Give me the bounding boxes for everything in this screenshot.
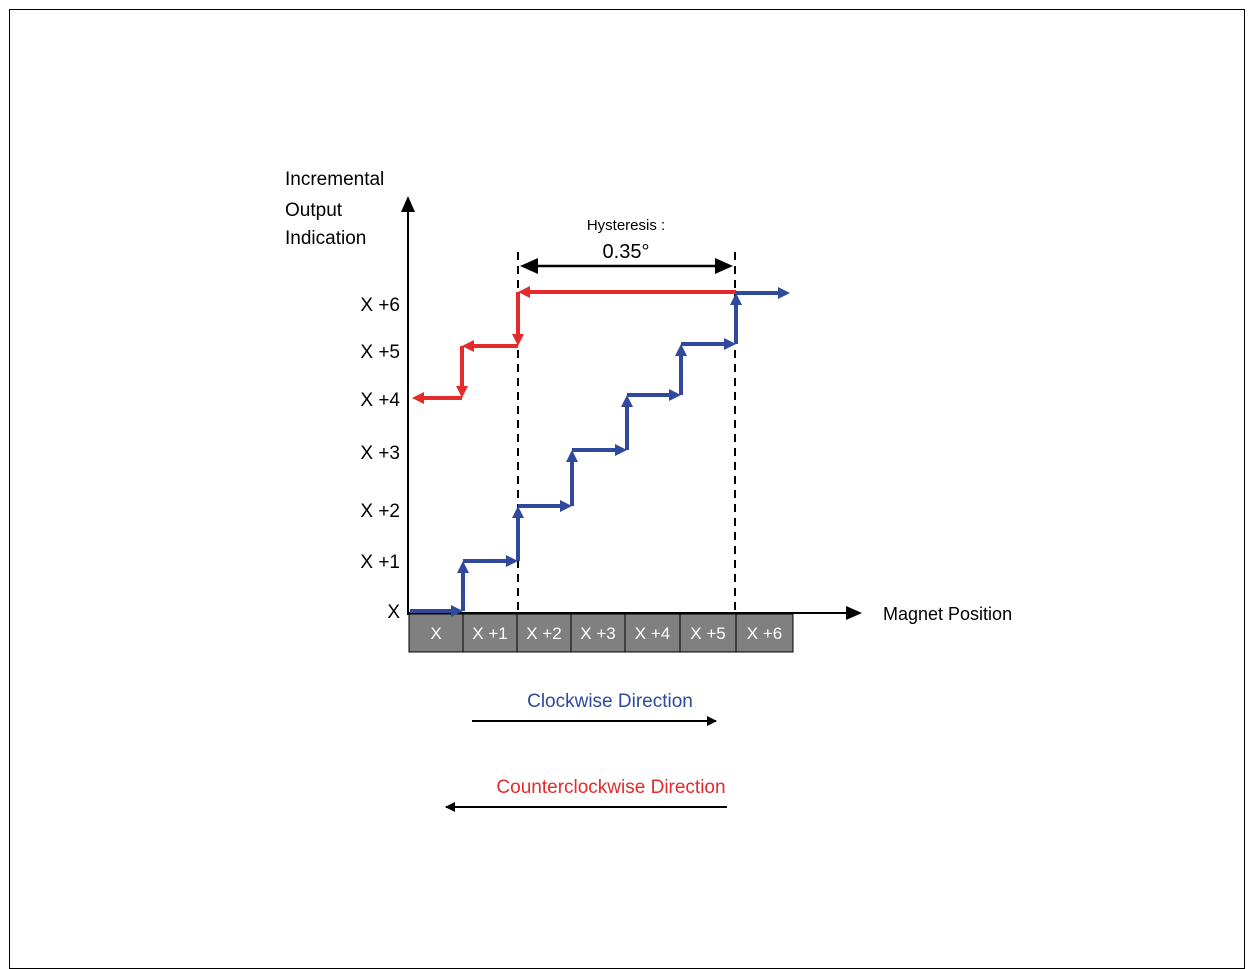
counterclockwise-label: Counterclockwise Direction [496,777,725,798]
hysteresis-value: 0.35° [603,241,650,263]
clockwise-run-arrow-head [451,605,463,617]
y-axis-label-line-3: Indication [285,228,366,249]
x-axis-arrowhead [846,606,862,620]
hysteresis-right-arrowhead [715,258,733,274]
clockwise-step-arrow-head [512,506,524,518]
position-cell-label: X +3 [580,624,615,643]
clockwise-run-arrow-head [778,287,790,299]
clockwise-run-arrow-head [615,444,627,456]
position-cell [624,613,681,653]
y-tick-label: X +2 [360,501,400,522]
counterclockwise-run-arrow-head [518,286,530,298]
position-cells: X X +1 X +2 X +3 X +4 X +5 X +6 [408,613,794,653]
y-tick-labels: X X +1 X +2 X +3 X +4 X +5 X +6 [360,295,400,623]
clockwise-run-arrow-head [724,338,736,350]
position-cell-label: X +1 [472,624,507,643]
y-tick-label: X +5 [360,342,400,363]
position-cell-label: X +6 [747,624,782,643]
counterclockwise-step-arrow-head [512,334,524,346]
clockwise-run-arrow-head [560,500,572,512]
position-cell-label: X +2 [526,624,561,643]
position-cell-label: X [430,624,441,643]
y-axis-label-line-2: Output [285,200,343,221]
position-cell-label: X +5 [690,624,725,643]
position-cell-label: X +4 [635,624,670,643]
y-axis-arrowhead [401,196,415,212]
counterclockwise-run-arrow-head [462,340,474,352]
clockwise-run-arrow-head [506,555,518,567]
clockwise-run-arrow-head [669,389,681,401]
y-axis-label-line-1: Incremental [285,169,384,190]
clockwise-step-arrow-head [621,395,633,407]
counterclockwise-step-arrow-head [456,386,468,398]
clockwise-step-arrow-head [457,561,469,573]
counterclockwise-run-arrow-head [412,392,424,404]
y-tick-label: X +3 [360,443,400,464]
clockwise-step-arrow-head [675,344,687,356]
clockwise-staircase [410,287,790,617]
y-tick-label: X [387,602,400,623]
y-tick-label: X +1 [360,552,400,573]
counterclockwise-staircase [412,286,736,404]
y-tick-label: X +4 [360,390,400,411]
hysteresis-label: Hysteresis : [587,217,665,234]
position-cell [679,613,737,653]
clockwise-step-arrow-head [566,450,578,462]
y-tick-label: X +6 [360,295,400,316]
position-cell [462,613,518,653]
x-axis-label: Magnet Position [883,604,1012,624]
position-cell [735,613,794,653]
hysteresis-left-arrowhead [520,258,538,274]
clockwise-label: Clockwise Direction [527,691,693,712]
clockwise-step-arrow-head [730,293,742,305]
